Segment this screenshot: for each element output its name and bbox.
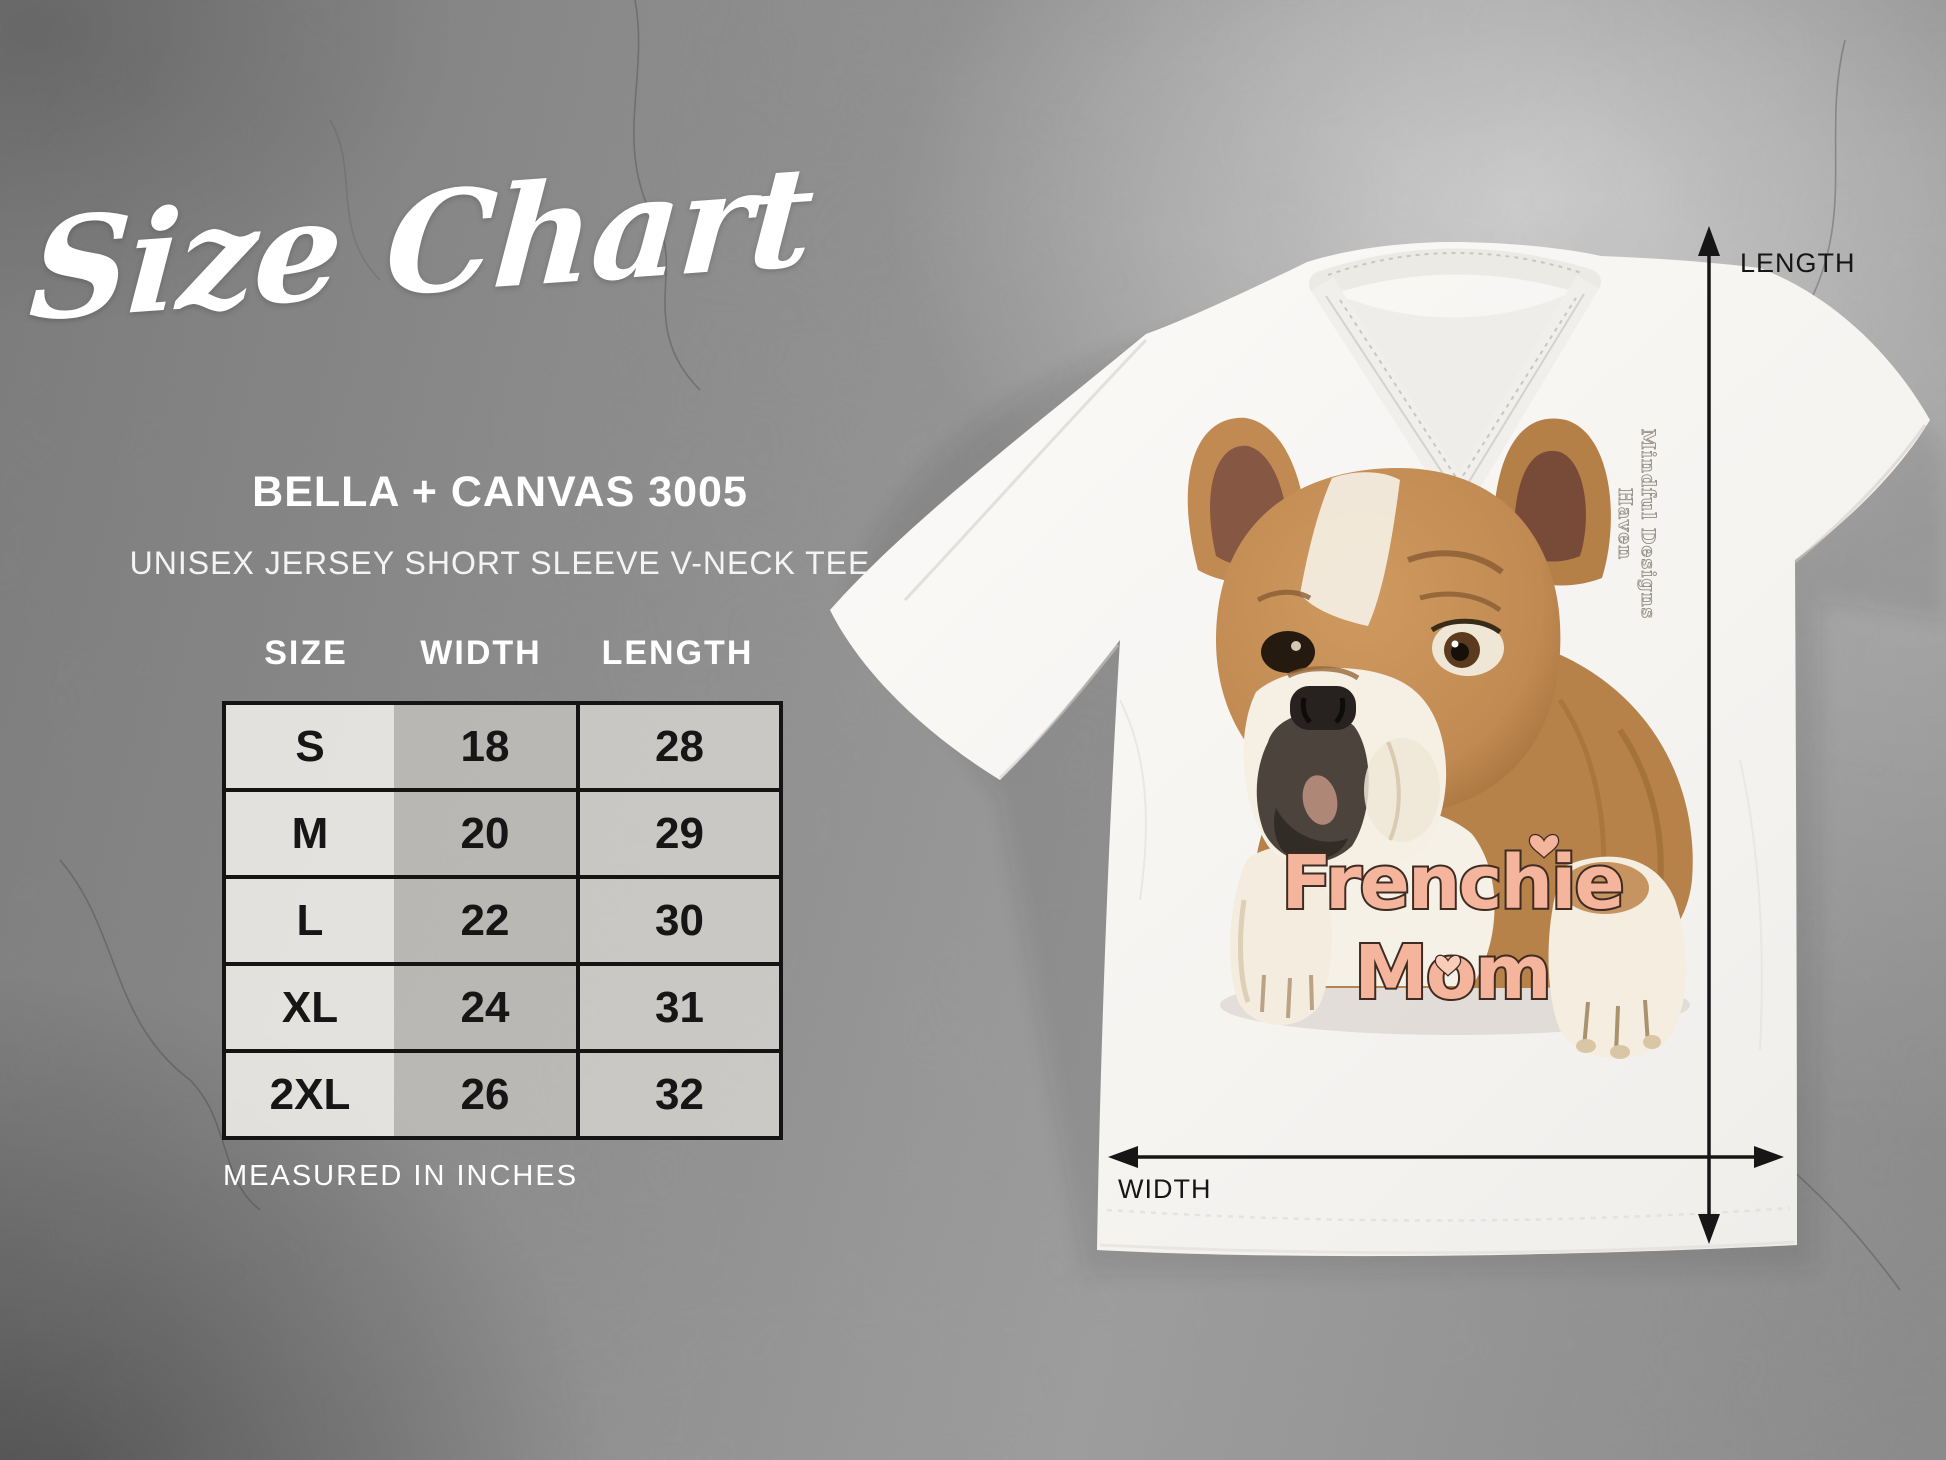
cell-length: 31 — [576, 966, 779, 1049]
cell-length: 28 — [576, 705, 779, 788]
table-row: S 18 28 — [226, 705, 779, 788]
cell-size: L — [226, 879, 394, 962]
measurement-note: MEASURED IN INCHES — [223, 1160, 579, 1192]
column-header-size: SIZE — [264, 634, 348, 672]
size-table: S 18 28 M 20 29 L 22 30 XL 24 31 2XL 26 … — [222, 701, 783, 1140]
table-row: XL 24 31 — [226, 962, 779, 1049]
cell-length: 30 — [576, 879, 779, 962]
cell-width: 22 — [394, 879, 576, 962]
cell-length: 32 — [576, 1053, 779, 1136]
brand-line: BELLA + CANVAS 3005 — [252, 468, 748, 516]
table-row: M 20 29 — [226, 788, 779, 875]
cell-size: S — [226, 705, 394, 788]
size-table-headers: SIZE WIDTH LENGTH — [222, 634, 783, 673]
cell-size: M — [226, 792, 394, 875]
cell-width: 20 — [394, 792, 576, 875]
cell-length: 29 — [576, 792, 779, 875]
product-line: UNISEX JERSEY SHORT SLEEVE V-NECK TEE — [129, 545, 871, 581]
column-header-length: LENGTH — [601, 634, 754, 672]
cell-size: XL — [226, 966, 394, 1049]
column-header-width: WIDTH — [420, 634, 542, 672]
cell-size: 2XL — [226, 1053, 394, 1136]
table-row: 2XL 26 32 — [226, 1049, 779, 1136]
table-row: L 22 30 — [226, 875, 779, 962]
cell-width: 26 — [394, 1053, 576, 1136]
cell-width: 24 — [394, 966, 576, 1049]
cell-width: 18 — [394, 705, 576, 788]
